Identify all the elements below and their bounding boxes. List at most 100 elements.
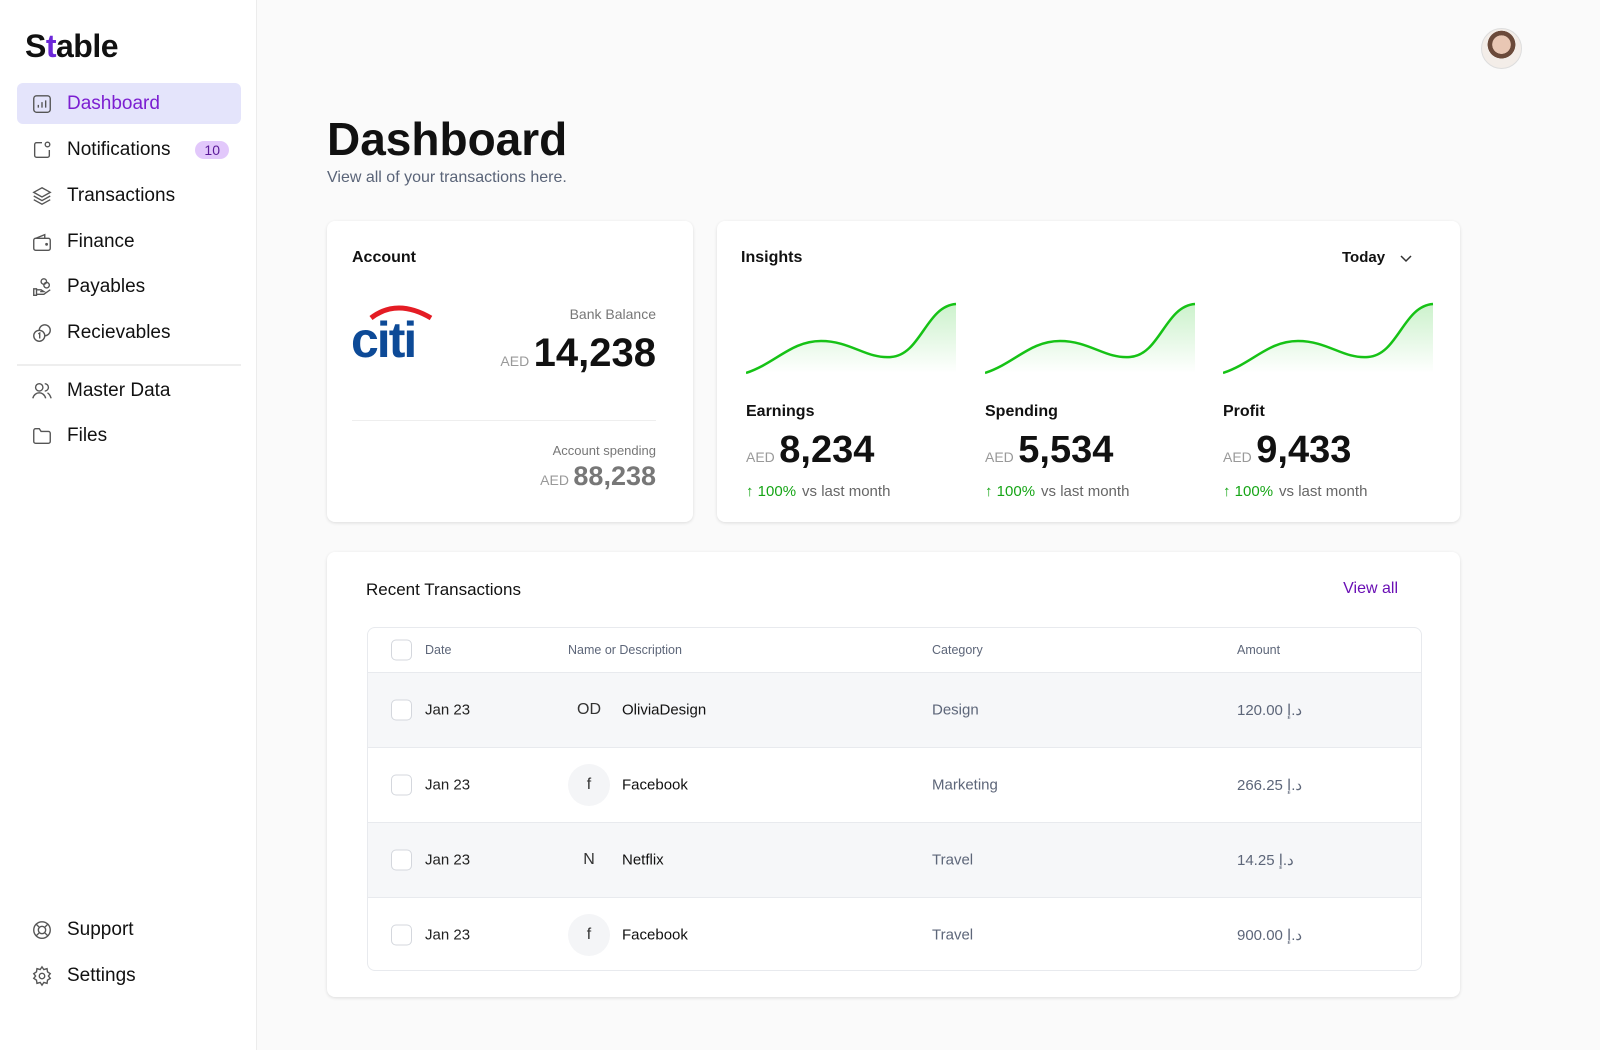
- logo[interactable]: Stable: [25, 28, 119, 65]
- currency: AED: [500, 353, 530, 369]
- transaction-amount: 900.00 د.إ: [1237, 927, 1303, 944]
- account-spending: AED 88,238: [540, 461, 656, 492]
- insight-value: AED 8,234: [746, 429, 874, 472]
- insight-label: Earnings: [746, 403, 815, 420]
- sidebar: Stable Dashboard Notifications 10 Transa…: [0, 0, 257, 1050]
- transaction-name: Facebook: [622, 776, 688, 794]
- sidebar-item-finance[interactable]: Finance: [17, 221, 241, 262]
- merchant-initials: f: [586, 926, 592, 943]
- sparkline-chart: [1223, 302, 1434, 375]
- insights-title: Insights: [741, 249, 803, 266]
- row-checkbox[interactable]: [391, 774, 412, 796]
- transactions-title: Recent Transactions: [366, 580, 521, 599]
- sparkline-area: [1223, 304, 1433, 373]
- balance-value: 14,238: [533, 331, 656, 375]
- merchant-initials: f: [586, 776, 592, 793]
- sidebar-item-label: Finance: [67, 230, 135, 252]
- transaction-category: Travel: [932, 851, 974, 869]
- row-checkbox[interactable]: [391, 849, 412, 871]
- notification-badge: 10: [195, 140, 229, 159]
- sidebar-item-payables[interactable]: Payables: [17, 266, 241, 307]
- merchant-initials: N: [583, 851, 595, 868]
- transaction-amount: 14.25 د.إ: [1237, 852, 1294, 869]
- column-header-amount[interactable]: Amount: [1237, 643, 1281, 657]
- chart-icon: [33, 94, 51, 113]
- layers-icon: [32, 186, 52, 205]
- sidebar-divider: [17, 364, 241, 366]
- change-percent: 100%: [996, 483, 1036, 500]
- page-subtitle: View all of your transactions here.: [327, 169, 567, 186]
- sidebar-item-dashboard[interactable]: Dashboard: [17, 83, 241, 124]
- select-all-checkbox[interactable]: [391, 639, 412, 661]
- sidebar-item-transactions[interactable]: Transactions: [17, 175, 241, 216]
- sidebar-item-recievables[interactable]: Recievables: [17, 312, 241, 353]
- transaction-name: Facebook: [622, 926, 688, 944]
- bank-balance-label: Bank Balance: [569, 306, 656, 322]
- insight-change: ↑ 100% vs last month: [1223, 483, 1367, 500]
- sidebar-item-label: Settings: [67, 964, 136, 986]
- coins-icon: [33, 323, 51, 342]
- transaction-amount: 266.25 د.إ: [1237, 777, 1303, 794]
- users-icon: [32, 382, 52, 399]
- row-checkbox[interactable]: [391, 924, 412, 946]
- logo-text-accent: t: [45, 28, 57, 64]
- notification-icon: [33, 141, 51, 158]
- column-header-date[interactable]: Date: [425, 643, 452, 657]
- view-all-link[interactable]: View all: [1343, 580, 1398, 597]
- wallet-icon: [33, 233, 51, 251]
- period-dropdown[interactable]: Today: [1342, 249, 1413, 266]
- column-header-category[interactable]: Category: [932, 643, 983, 657]
- change-percent: 100%: [1234, 483, 1274, 500]
- logo-text: able: [56, 28, 119, 64]
- arrow-up-icon: ↑: [985, 483, 993, 500]
- period-value: Today: [1342, 249, 1386, 266]
- insight-amount: 5,534: [1018, 429, 1114, 471]
- transaction-name: Netflix: [622, 851, 664, 869]
- table-row[interactable]: Jan 23 N Netflix Travel 14.25 د.إ: [368, 823, 1421, 898]
- row-checkbox[interactable]: [391, 699, 412, 721]
- account-card: Account citi Bank Balance AED 14,238 Acc…: [327, 221, 693, 522]
- transaction-category: Design: [932, 701, 979, 719]
- transaction-category: Travel: [932, 926, 974, 944]
- insights-card: Insights Today Earnings AED 8,234 ↑ 100%…: [717, 221, 1460, 522]
- merchant-avatar: f: [568, 764, 610, 806]
- insight-change: ↑ 100% vs last month: [746, 483, 890, 500]
- transaction-amount: 120.00 د.إ: [1237, 702, 1303, 719]
- insight-label: Spending: [985, 403, 1058, 420]
- sparkline-line: [1223, 302, 1434, 375]
- table-row[interactable]: Jan 23 OD OliviaDesign Design 120.00 د.إ: [368, 673, 1421, 748]
- insight-value: AED 5,534: [985, 429, 1113, 472]
- sidebar-item-label: Dashboard: [67, 92, 160, 114]
- insight-change: ↑ 100% vs last month: [985, 483, 1129, 500]
- transaction-date: Jan 23: [425, 776, 471, 794]
- merchant-avatar: OD: [568, 689, 610, 731]
- arrow-up-icon: ↑: [746, 483, 754, 500]
- change-label: vs last month: [802, 483, 891, 500]
- currency: AED: [746, 449, 775, 465]
- citi-logo: citi: [351, 305, 433, 360]
- sidebar-item-label: Support: [67, 918, 134, 940]
- sparkline-area: [985, 304, 1195, 373]
- account-spending-label: Account spending: [552, 443, 656, 458]
- currency: AED: [540, 472, 569, 488]
- gear-icon: [32, 965, 52, 986]
- hand-coins-icon: [33, 277, 51, 296]
- sidebar-item-label: Notifications: [67, 138, 171, 160]
- sidebar-item-settings[interactable]: Settings: [17, 955, 241, 996]
- sidebar-item-files[interactable]: Files: [17, 415, 241, 456]
- user-avatar[interactable]: [1481, 28, 1522, 69]
- lifebuoy-icon: [33, 920, 51, 939]
- table-row[interactable]: Jan 23 f Facebook Travel 900.00 د.إ: [368, 898, 1421, 970]
- sidebar-item-notifications[interactable]: Notifications 10: [17, 129, 241, 170]
- chevron-down-icon: [1400, 254, 1412, 262]
- sidebar-item-master-data[interactable]: Master Data: [17, 370, 241, 411]
- transaction-name: OliviaDesign: [622, 701, 707, 719]
- arrow-up-icon: ↑: [1223, 483, 1231, 500]
- column-header-name[interactable]: Name or Description: [568, 643, 682, 657]
- table-row[interactable]: Jan 23 f Facebook Marketing 266.25 د.إ: [368, 748, 1421, 823]
- change-label: vs last month: [1041, 483, 1130, 500]
- insight-amount: 9,433: [1256, 429, 1352, 471]
- sidebar-item-support[interactable]: Support: [17, 909, 241, 950]
- merchant-avatar: f: [568, 914, 610, 956]
- account-title: Account: [352, 249, 416, 266]
